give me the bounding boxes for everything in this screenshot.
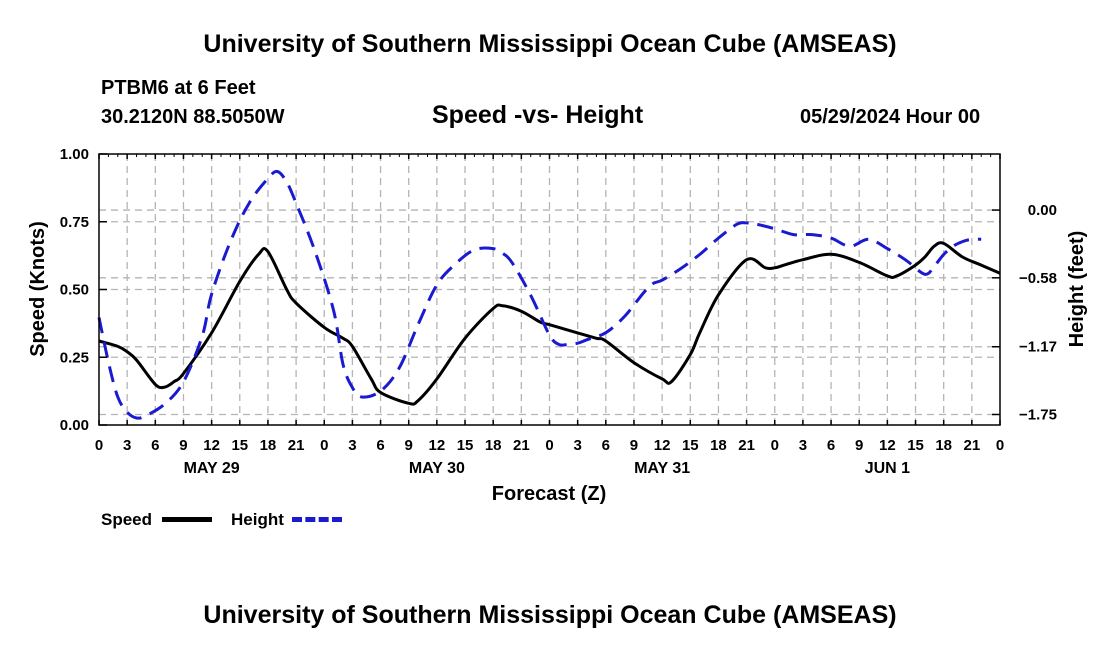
x-tick-label: 3: [573, 437, 581, 454]
chart-axes: 0 3 6 9 12 15 18 21 0 3 6 9 12 15 18 21 0 3 6 9 12 15 18 21 0 3 6 9…: [60, 146, 1057, 477]
x-tick-label: 15: [907, 437, 924, 454]
legend-speed-swatch: [162, 517, 212, 522]
x-tick-label: 21: [738, 437, 755, 454]
legend-speed-label: Speed: [101, 510, 153, 529]
forecast-datetime: 05/29/2024 Hour 00: [800, 106, 981, 128]
station-label: PTBM6 at 6 Feet: [101, 77, 256, 99]
x-tick-label: 3: [799, 437, 807, 454]
chart-title: University of Southern Mississippi Ocean…: [203, 30, 897, 58]
y-tick-label: 0.75: [60, 214, 89, 231]
y-tick-label: 0.00: [60, 417, 89, 434]
x-tick-label: 3: [123, 437, 131, 454]
y2-tick-label: −0.58: [1019, 270, 1057, 287]
y2-tick-label: −1.75: [1019, 406, 1057, 423]
x-tick-label: 21: [288, 437, 305, 454]
x-tick-label: 0: [545, 437, 553, 454]
x-tick-label: 0: [320, 437, 328, 454]
x-tick-label: 12: [654, 437, 671, 454]
legend-height-swatch: [292, 517, 342, 522]
day-label: JUN 1: [865, 460, 910, 477]
x-tick-label: 18: [935, 437, 952, 454]
x-tick-label: 9: [630, 437, 638, 454]
y-tick-label: 0.25: [60, 349, 89, 366]
x-tick-label: 21: [513, 437, 530, 454]
x-tick-label: 12: [879, 437, 896, 454]
chart-series: [97, 169, 1001, 420]
chart-subtitle: Speed -vs- Height: [432, 101, 644, 129]
y2-tick-label: −1.17: [1019, 339, 1057, 356]
x-tick-label: 0: [95, 437, 103, 454]
x-tick-label: 21: [964, 437, 981, 454]
x-tick-label: 0: [771, 437, 779, 454]
day-label: MAY 31: [634, 460, 690, 477]
x-tick-label: 6: [827, 437, 835, 454]
x-tick-label: 18: [485, 437, 502, 454]
y-axis-label: Speed (Knots): [27, 221, 49, 357]
x-tick-label: 6: [151, 437, 159, 454]
footer-title: University of Southern Mississippi Ocean…: [203, 601, 897, 629]
x-tick-label: 6: [602, 437, 610, 454]
y-tick-label: 0.50: [60, 282, 89, 299]
y2-axis-label: Height (feet): [1066, 231, 1088, 348]
x-axis-label: Forecast (Z): [492, 483, 606, 505]
x-tick-label: 12: [429, 437, 446, 454]
x-tick-label: 9: [179, 437, 187, 454]
x-tick-label: 15: [457, 437, 474, 454]
station-coords: 30.2120N 88.5050W: [101, 106, 285, 128]
y-tick-label: 1.00: [60, 146, 89, 163]
x-tick-label: 0: [996, 437, 1004, 454]
x-tick-label: 9: [855, 437, 863, 454]
y2-tick-label: 0.00: [1028, 202, 1057, 219]
chart-grid: [99, 154, 1000, 425]
x-tick-label: 18: [710, 437, 727, 454]
x-tick-label: 3: [348, 437, 356, 454]
x-tick-label: 15: [231, 437, 248, 454]
speed-height-chart: 0 3 6 9 12 15 18 21 0 3 6 9 12 15 18 21 0 3 6 9 12 15 18 21 0 3 6 9…: [27, 146, 1088, 505]
x-tick-label: 18: [260, 437, 277, 454]
x-tick-label: 15: [682, 437, 699, 454]
x-tick-label: 9: [405, 437, 413, 454]
speed-series-line: [98, 241, 1001, 406]
x-tick-label: 6: [376, 437, 384, 454]
day-label: MAY 30: [409, 460, 465, 477]
legend-height-label: Height: [231, 510, 284, 529]
x-tick-label: 12: [203, 437, 220, 454]
day-label: MAY 29: [184, 460, 240, 477]
